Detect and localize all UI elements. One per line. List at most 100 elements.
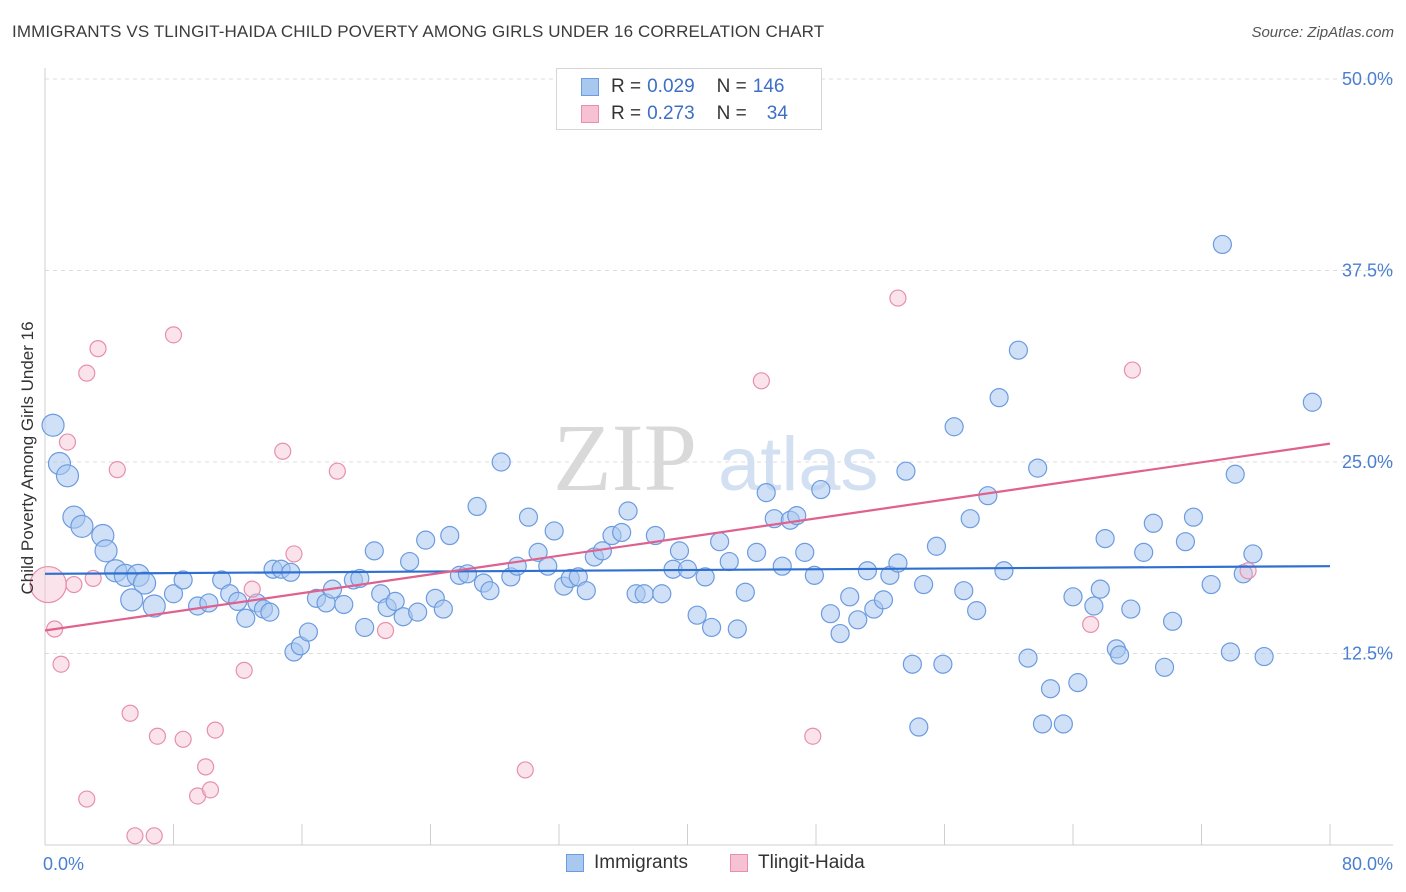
immigrants-point: [528, 542, 548, 562]
immigrants-point: [173, 570, 193, 590]
immigrants-point: [350, 568, 370, 589]
immigrants-point: [416, 530, 436, 550]
immigrants-point: [385, 591, 405, 612]
immigrants-point: [669, 541, 690, 561]
tlingit-point: [328, 462, 346, 480]
tlingit-point: [174, 730, 192, 748]
immigrants-point: [1063, 587, 1083, 607]
immigrants-point: [334, 594, 354, 615]
immigrants-point: [1008, 340, 1028, 360]
immigrants-point: [1090, 579, 1110, 599]
tlingit-point: [285, 545, 303, 563]
watermark-zip: ZIP: [553, 404, 697, 511]
immigrants-point: [298, 622, 319, 642]
tlingit-point: [148, 727, 167, 745]
bottom-legend-label-tlingit: Tlingit-Haida: [758, 852, 865, 873]
watermark: ZIP atlas: [553, 404, 879, 511]
y-tick-label: 25.0%: [1342, 452, 1393, 472]
tlingit-point: [889, 289, 907, 307]
source-label: Source: ZipAtlas.com: [1251, 24, 1394, 41]
tlingit-point: [804, 727, 822, 745]
immigrants-point: [978, 486, 998, 506]
immigrants-point: [960, 509, 980, 529]
immigrants-point: [518, 507, 539, 527]
immigrants-point: [1254, 646, 1274, 667]
immigrants-point: [687, 605, 707, 625]
immigrants-point: [1068, 673, 1088, 693]
immigrants-point: [1109, 645, 1130, 665]
legend-r-value: 0.273: [647, 103, 695, 124]
immigrants-point: [1302, 392, 1322, 412]
tlingit-point: [1082, 615, 1100, 633]
tlingit-point: [89, 340, 107, 358]
tlingit-point: [108, 461, 126, 479]
immigrants-point: [967, 601, 987, 621]
immigrants-point: [1143, 513, 1163, 533]
bottom-legend-label-immigrants: Immigrants: [594, 852, 688, 873]
legend-n-value: 146: [752, 76, 785, 97]
tlingit-point: [206, 721, 224, 739]
immigrants-point: [408, 602, 428, 622]
immigrants-point: [926, 536, 947, 556]
immigrants-point: [727, 619, 747, 639]
immigrants-point: [820, 604, 841, 624]
immigrants-point: [944, 417, 964, 437]
immigrants-point: [848, 610, 868, 630]
immigrants-point: [1032, 714, 1053, 734]
immigrants-point: [735, 582, 755, 602]
tlingit-point: [121, 704, 139, 722]
immigrants-point: [1212, 234, 1232, 255]
immigrants-point: [989, 388, 1009, 408]
y-axis-label: Child Poverty Among Girls Under 16: [18, 321, 37, 594]
legend-swatch-tlingit: [581, 105, 599, 123]
chart-title: IMMIGRANTS VS TLINGIT-HAIDA CHILD POVERT…: [12, 22, 825, 41]
immigrants-point: [1028, 458, 1048, 478]
immigrants-point: [199, 593, 219, 613]
axes: [44, 68, 1393, 846]
immigrants-point: [70, 514, 94, 538]
y-tick-label: 37.5%: [1342, 261, 1393, 281]
tlingit-point: [274, 442, 292, 460]
immigrants-point: [491, 452, 511, 472]
immigrants-point: [914, 574, 934, 595]
immigrants-point: [94, 539, 118, 563]
immigrants-point: [746, 542, 767, 562]
immigrants-point: [236, 608, 256, 628]
immigrants-point: [142, 594, 166, 618]
immigrants-point: [1040, 679, 1061, 699]
immigrants-trend-line: [44, 565, 1331, 575]
immigrants-point: [902, 654, 922, 674]
immigrants-point: [873, 590, 894, 610]
immigrants-point: [1201, 574, 1221, 595]
bottom-legend-tlingit: Tlingit-Haida: [730, 852, 865, 874]
immigrants-point: [719, 551, 739, 572]
immigrants-point: [1134, 542, 1154, 562]
immigrants-point: [440, 525, 460, 546]
data-points: [29, 70, 1322, 845]
immigrants-point: [652, 584, 672, 604]
tlingit-point: [78, 790, 96, 808]
immigrants-point: [840, 587, 860, 607]
immigrants-point: [1243, 544, 1263, 564]
x-tick-label-max: 80.0%: [1342, 854, 1393, 874]
legend-row-immigrants: R = 0.029 N = 146: [581, 75, 784, 99]
tlingit-point: [126, 827, 144, 845]
immigrants-point: [1225, 464, 1245, 484]
legend-row-tlingit: R = 0.273 N = 34: [581, 102, 788, 126]
tlingit-point: [201, 781, 220, 799]
immigrants-point: [795, 542, 815, 562]
tlingit-point: [78, 364, 96, 382]
tlingit-point: [52, 655, 70, 673]
trend-lines: [44, 442, 1331, 632]
immigrants-point: [695, 567, 715, 587]
immigrants-point: [830, 623, 850, 644]
immigrants-point: [1162, 611, 1183, 631]
immigrants-point: [1084, 596, 1104, 616]
tlingit-point: [58, 433, 77, 451]
immigrants-point: [954, 581, 974, 601]
tlingit-point: [243, 580, 261, 598]
immigrants-point: [811, 479, 831, 500]
immigrants-point: [55, 464, 80, 488]
tlingit-point: [516, 761, 534, 779]
y-tick-label: 50.0%: [1342, 69, 1393, 89]
